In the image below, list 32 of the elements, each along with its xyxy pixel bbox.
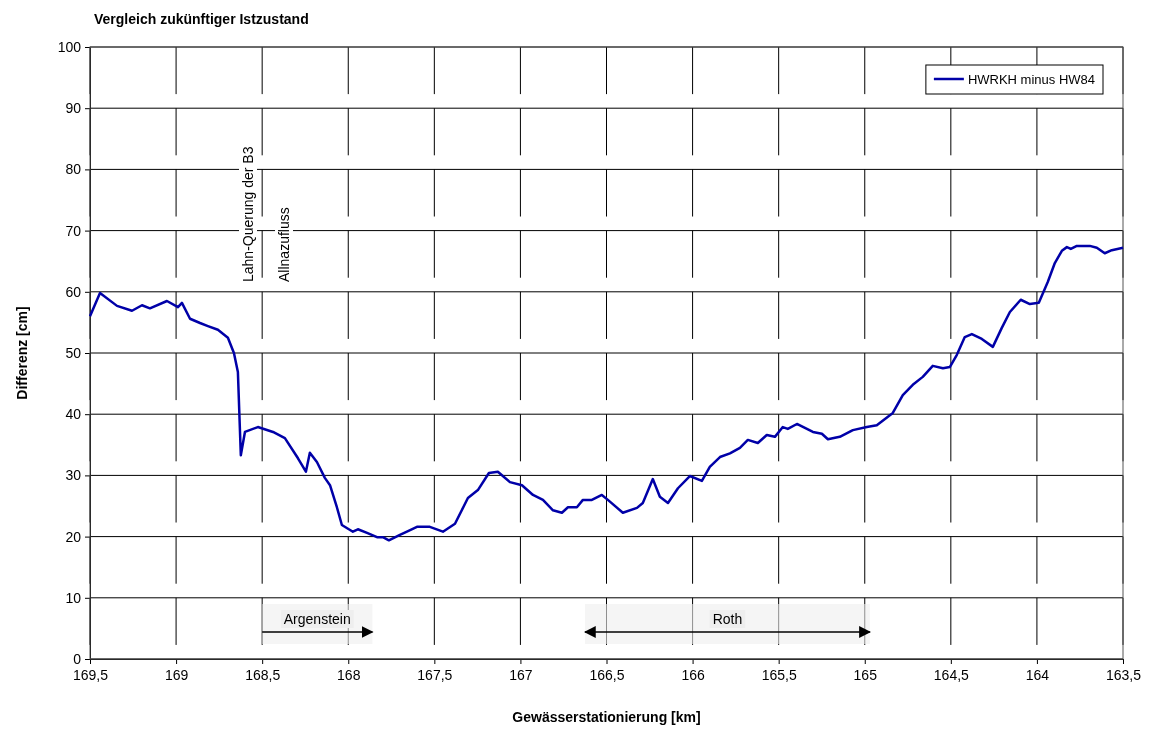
- y-tick-label: 80: [65, 161, 82, 178]
- chart-title: Vergleich zukünftiger Istzustand: [94, 11, 309, 27]
- x-tick-label: 167,5: [417, 666, 453, 683]
- x-tick-label: 163,5: [1105, 666, 1142, 683]
- x-tick-label: 165,5: [761, 666, 797, 683]
- x-tick-label: 169,5: [72, 666, 109, 683]
- y-tick-label: 0: [73, 650, 82, 667]
- x-axis-title: Gewässerstationierung [km]: [512, 709, 701, 725]
- y-axis-title: Differenz [cm]: [14, 306, 30, 400]
- band-label: Roth: [712, 611, 743, 627]
- annotation: Lahn-Querung der B3: [240, 146, 256, 282]
- band-label: Argenstein: [283, 611, 351, 627]
- legend-label: HWRKH minus HW84: [967, 72, 1095, 87]
- y-tick-label: 100: [57, 38, 82, 55]
- x-tick-label: 168: [337, 666, 361, 683]
- y-tick-label: 30: [65, 467, 82, 484]
- x-tick-label: 165: [853, 666, 878, 683]
- y-tick-label: 20: [65, 528, 82, 545]
- y-tick-label: 10: [65, 589, 82, 606]
- annotation: Allnazufluss: [276, 207, 292, 282]
- y-tick-label: 60: [65, 283, 82, 300]
- x-tick-label: 168,5: [245, 666, 281, 683]
- y-tick-label: 50: [65, 344, 82, 361]
- x-tick-label: 164: [1025, 666, 1050, 683]
- y-tick-label: 70: [65, 222, 82, 239]
- x-tick-label: 166,5: [589, 666, 625, 683]
- x-tick-label: 169: [164, 666, 189, 683]
- y-tick-label: 90: [65, 100, 82, 117]
- x-tick-label: 166: [681, 666, 705, 683]
- x-tick-label: 164,5: [933, 666, 970, 683]
- y-tick-label: 40: [65, 406, 82, 423]
- x-tick-label: 167: [509, 666, 533, 683]
